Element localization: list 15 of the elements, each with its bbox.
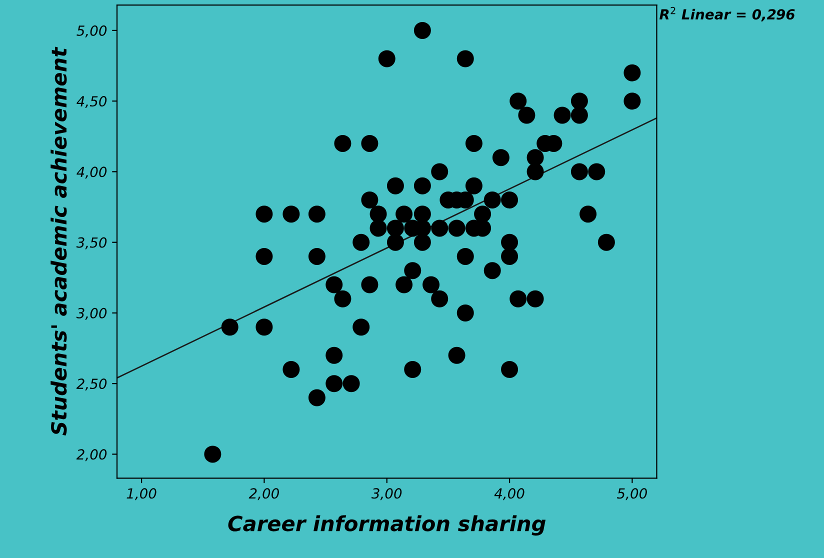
y-tick-label: 5,00 bbox=[76, 25, 107, 38]
x-tick-label: 3,00 bbox=[371, 488, 402, 500]
y-tick-label: 2,00 bbox=[76, 449, 107, 462]
y-axis-title: Students' academic achievement bbox=[50, 46, 67, 436]
y-tick-label: 3,00 bbox=[76, 308, 107, 320]
x-tick-label: 4,00 bbox=[494, 488, 524, 500]
y-tick-label: 2,50 bbox=[76, 378, 107, 390]
x-tick-label: 5,00 bbox=[617, 488, 647, 500]
y-tick-label: 4,50 bbox=[76, 96, 107, 108]
x-tick-label: 1,00 bbox=[126, 488, 156, 500]
y-tick-label: 4,00 bbox=[76, 166, 107, 179]
x-axis-title: Career information sharing bbox=[228, 515, 546, 536]
y-tick-label: 3,50 bbox=[76, 237, 107, 250]
x-tick-label: 2,00 bbox=[248, 488, 279, 500]
text: R$^{2}$ Linear = 0,296 bbox=[659, 6, 795, 22]
